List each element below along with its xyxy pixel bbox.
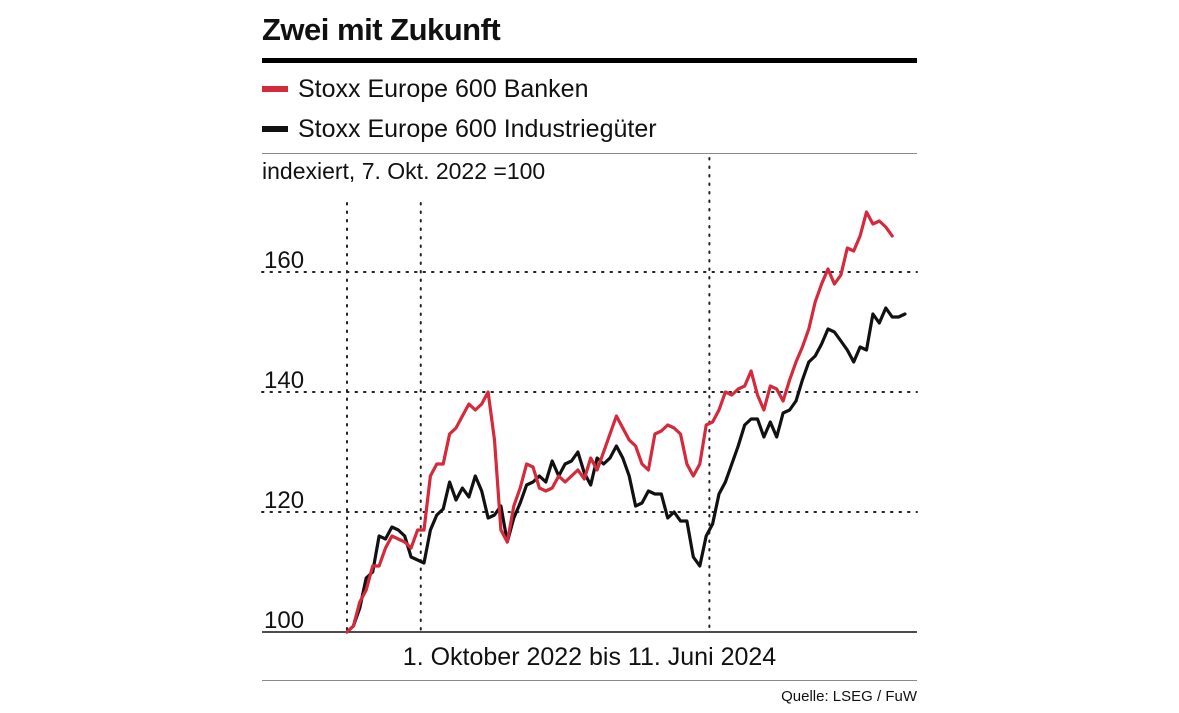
footer-rule — [262, 680, 917, 681]
title-rule — [262, 58, 917, 63]
y-tick-label-120: 120 — [264, 487, 304, 514]
series-line-banken — [345, 210, 894, 634]
y-tick-label-140: 140 — [264, 367, 304, 394]
chart-title: Zwei mit Zukunft — [262, 12, 501, 47]
legend-swatch-banken — [262, 86, 288, 92]
series-line-industrie — [345, 306, 907, 634]
y-tick-label-160: 160 — [264, 247, 304, 274]
legend-entry-industrie: Stoxx Europe 600 Industriegüter — [262, 114, 657, 144]
legend-label-industrie: Stoxx Europe 600 Industriegüter — [298, 114, 657, 143]
legend-label-banken: Stoxx Europe 600 Banken — [298, 74, 589, 103]
chart-subtitle: indexiert, 7. Okt. 2022 =100 — [262, 158, 546, 184]
legend-rule — [262, 153, 917, 154]
source-note: Quelle: LSEG / FuW — [781, 688, 917, 705]
x-axis-caption: 1. Oktober 2022 bis 11. Juni 2024 — [402, 643, 777, 671]
legend-swatch-industrie — [262, 126, 288, 132]
y-tick-label-100: 100 — [264, 607, 304, 634]
legend-entry-banken: Stoxx Europe 600 Banken — [262, 74, 588, 104]
